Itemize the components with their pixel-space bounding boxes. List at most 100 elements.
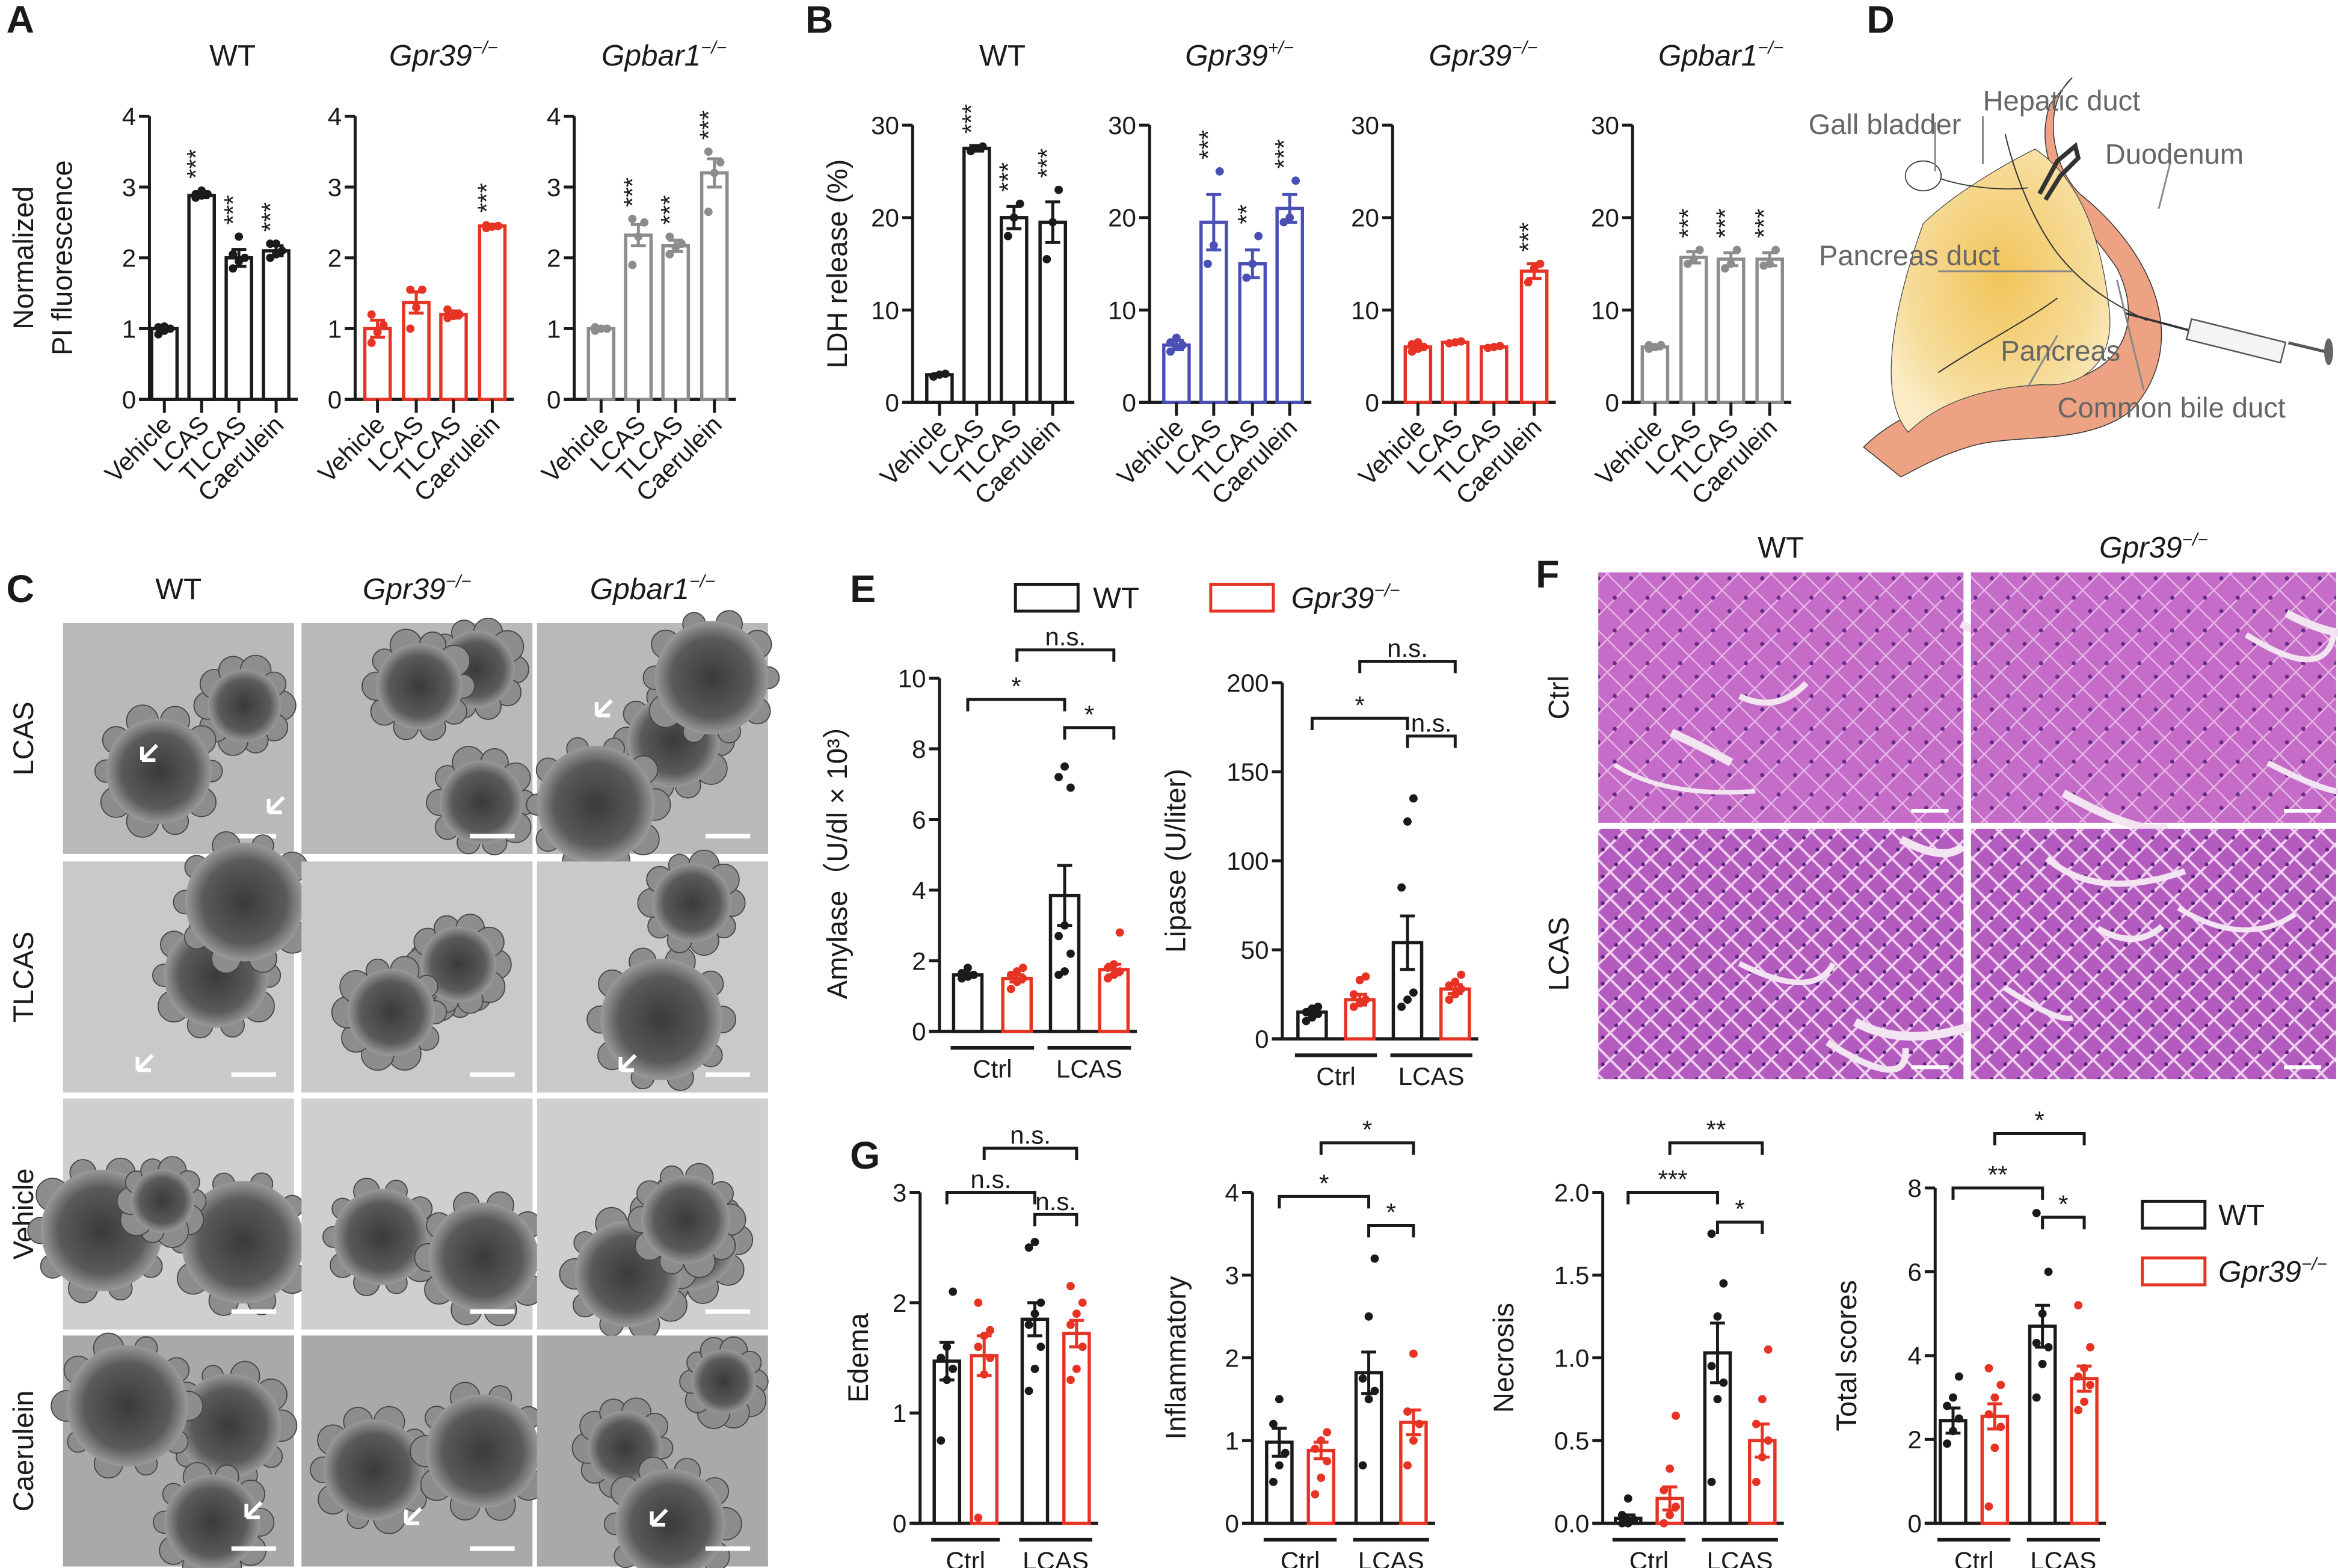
data-point xyxy=(1984,1410,1993,1419)
y-tick-label: 0 xyxy=(1605,389,1619,417)
data-point xyxy=(1943,1401,1952,1410)
significance-bracket xyxy=(1406,734,1457,748)
y-tick-label: 2 xyxy=(1225,1344,1239,1372)
significance-label: *** xyxy=(994,162,1023,192)
column-header-name: Gpr39 xyxy=(2099,530,2182,564)
data-point xyxy=(1370,1254,1379,1263)
data-point xyxy=(1445,995,1454,1004)
data-point xyxy=(1409,988,1418,997)
data-point xyxy=(1269,1419,1278,1428)
significance-label: *** xyxy=(472,183,500,212)
data-point xyxy=(1358,1374,1367,1383)
significance-bracket xyxy=(966,698,1066,712)
arrow-icon xyxy=(650,1508,668,1527)
bar xyxy=(478,224,507,401)
y-tick-label: 0 xyxy=(885,389,899,417)
group-label: Ctrl xyxy=(1281,1546,1320,1568)
data-point xyxy=(1713,1395,1722,1404)
organoid xyxy=(185,843,304,962)
data-point xyxy=(1054,773,1063,781)
significance-bracket xyxy=(1319,1141,1415,1155)
group-label: Ctrl xyxy=(1629,1546,1669,1568)
data-point xyxy=(1949,1393,1957,1402)
y-tick-label: 2 xyxy=(912,947,926,975)
legend-swatch-wt xyxy=(2141,1199,2207,1230)
bracket-label: * xyxy=(2035,1106,2044,1134)
legend-label-gpr39: Gpr39−/− xyxy=(2218,1254,2327,1288)
data-point xyxy=(964,964,972,973)
y-axis-label: Edema xyxy=(842,1312,874,1403)
y-tick-label: 1.5 xyxy=(1554,1261,1590,1290)
data-point xyxy=(1281,1448,1290,1457)
data-point xyxy=(941,369,950,378)
significance-bracket xyxy=(1310,716,1409,731)
y-tick-label: 2 xyxy=(547,244,561,272)
column-header: Gpbar1−/− xyxy=(590,571,715,606)
y-axis-label: Inflammatory xyxy=(1160,1276,1192,1440)
data-point xyxy=(482,221,491,230)
y-tick-label: 1 xyxy=(893,1399,906,1427)
histology-micrographs: WT Gpr39−/− Ctrl LCAS xyxy=(1543,530,2338,1080)
micrograph xyxy=(526,610,780,877)
data-point xyxy=(1024,1386,1033,1395)
syringe-icon xyxy=(2124,312,2333,366)
chart-title-name: WT xyxy=(979,38,1026,72)
data-point xyxy=(978,142,987,151)
data-point xyxy=(1397,1003,1406,1011)
data-point xyxy=(1689,255,1698,263)
data-point xyxy=(2032,1393,2041,1402)
pancreas-injection-diagram: Hepatic duct Gall bladder Duodenum Pancr… xyxy=(1809,77,2333,478)
y-tick-label: 50 xyxy=(1241,936,1269,964)
legend-label-gpr39-name: Gpr39 xyxy=(2218,1255,2301,1288)
data-point xyxy=(1317,1436,1326,1445)
bar xyxy=(586,327,616,401)
y-tick-label: 3 xyxy=(122,173,136,201)
significance-bracket xyxy=(1015,648,1116,662)
legend-label-gpr39-superscript: −/− xyxy=(1374,580,1400,600)
group-label: LCAS xyxy=(1023,1546,1089,1568)
data-point xyxy=(974,1513,983,1522)
data-point xyxy=(1984,1502,1993,1511)
organoid xyxy=(420,926,497,1003)
chart-title-superscript: −/− xyxy=(1512,38,1537,58)
arrow-icon xyxy=(140,743,159,762)
histology-image xyxy=(1970,828,2336,1080)
bracket-label: * xyxy=(1084,700,1094,728)
bracket-label: * xyxy=(1735,1195,1744,1223)
panel-label-b: B xyxy=(805,0,834,42)
data-point xyxy=(603,324,612,333)
organoid xyxy=(439,760,524,845)
data-point xyxy=(1683,259,1692,268)
y-tick-label: 1 xyxy=(122,315,136,343)
data-point xyxy=(1420,342,1429,351)
data-point xyxy=(1415,1419,1424,1428)
data-point xyxy=(1666,1464,1675,1473)
significance-label: *** xyxy=(182,149,210,179)
data-point xyxy=(1030,1238,1039,1246)
data-point xyxy=(1764,1436,1773,1445)
data-point xyxy=(241,253,249,262)
bar xyxy=(402,301,431,401)
legend-label-gpr39-name: Gpr39 xyxy=(1291,581,1374,615)
chart-title-name: Gpr39 xyxy=(1429,38,1512,72)
group-label: Ctrl xyxy=(946,1546,985,1568)
data-point xyxy=(2044,1267,2053,1276)
cystic-duct xyxy=(1940,178,2028,189)
data-point xyxy=(1018,974,1027,983)
column-header: Gpr39−/− xyxy=(2099,530,2208,564)
data-point xyxy=(1990,1393,1999,1402)
bracket-label: * xyxy=(1386,1198,1396,1226)
y-tick-label: 0 xyxy=(912,1018,926,1046)
data-point xyxy=(1203,259,1212,268)
y-axis-label: Total scores xyxy=(1830,1280,1862,1431)
label-pancreas-duct: Pancreas duct xyxy=(1819,239,2000,271)
significance-bracket xyxy=(1668,1141,1764,1155)
data-point xyxy=(969,970,978,979)
data-point xyxy=(1524,278,1533,287)
significance-bracket xyxy=(1951,1186,2044,1200)
y-tick-label: 20 xyxy=(1591,204,1619,232)
data-point xyxy=(1254,232,1263,241)
bracket-label: * xyxy=(1362,1116,1372,1144)
y-tick-label: 10 xyxy=(871,296,899,324)
